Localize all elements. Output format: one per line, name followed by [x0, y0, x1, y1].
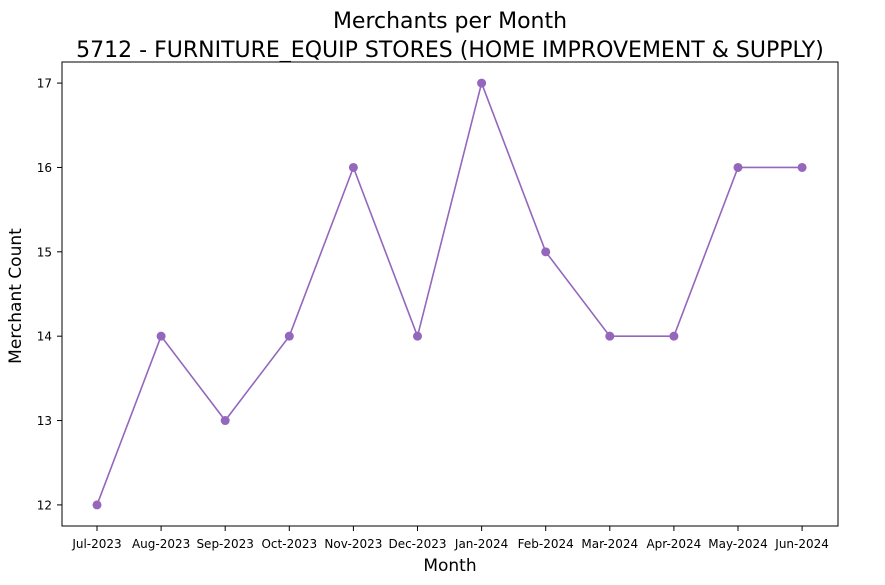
- x-tick-label: Feb-2024: [518, 537, 574, 551]
- y-tick-label: 12: [37, 498, 52, 512]
- x-tick-label: Mar-2024: [581, 537, 638, 551]
- x-tick-label: Jun-2024: [774, 537, 829, 551]
- data-point: [605, 331, 615, 341]
- x-axis-label: Month: [423, 556, 476, 576]
- chart-subtitle: 5712 - FURNITURE_EQUIP STORES (HOME IMPR…: [76, 38, 824, 63]
- data-point: [348, 162, 358, 172]
- series-line: [96, 80, 803, 506]
- x-tick-label: Aug-2023: [132, 537, 190, 551]
- data-point: [284, 331, 294, 341]
- data-point: [220, 416, 230, 426]
- chart-title: Merchants per Month: [333, 9, 567, 34]
- x-tick-label: Jul-2023: [71, 537, 121, 551]
- data-point: [797, 162, 807, 172]
- data-point: [413, 331, 422, 341]
- y-tick-label: 17: [37, 77, 52, 91]
- x-tick-label: Dec-2023: [388, 537, 446, 551]
- data-point: [92, 500, 102, 510]
- data-point: [733, 162, 743, 172]
- y-tick-label: 14: [37, 330, 52, 344]
- x-tick-label: May-2024: [708, 537, 767, 551]
- data-point: [156, 331, 166, 341]
- x-tick-label: Sep-2023: [196, 537, 254, 551]
- data-point: [669, 331, 679, 341]
- plot-frame: [61, 61, 839, 527]
- x-tick-label: Apr-2024: [646, 537, 701, 551]
- data-point: [541, 247, 551, 257]
- x-tick-label: Jan-2024: [454, 537, 508, 551]
- y-tick-label: 13: [37, 414, 52, 428]
- x-tick-label: Nov-2023: [324, 537, 382, 551]
- data-point: [477, 78, 487, 88]
- y-tick-label: 15: [37, 245, 52, 259]
- y-axis-label: Merchant Count: [6, 228, 26, 364]
- plot-area: [92, 78, 807, 510]
- x-tick-label: Oct-2023: [261, 537, 317, 551]
- y-tick-label: 16: [37, 161, 52, 175]
